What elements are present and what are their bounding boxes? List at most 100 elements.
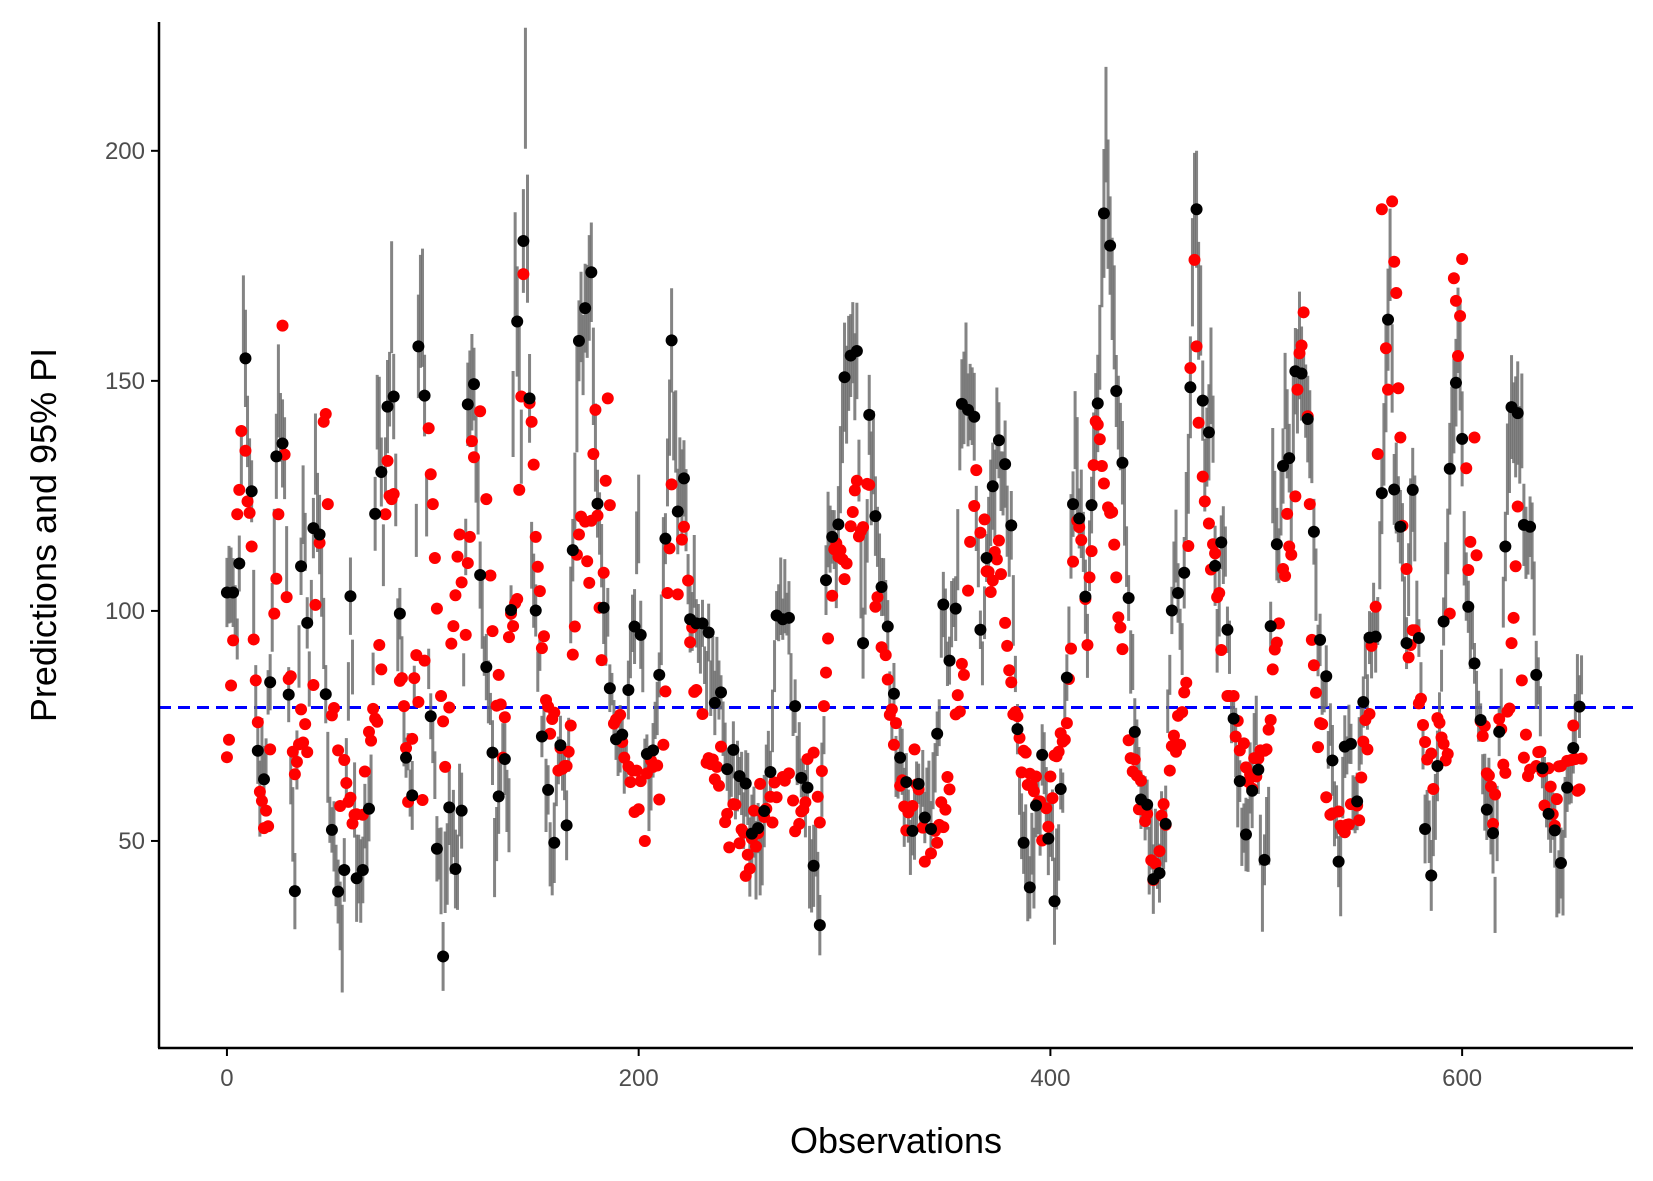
observed-point — [1262, 723, 1275, 736]
predicted-point — [362, 802, 375, 815]
predicted-point — [677, 472, 690, 485]
observed-point — [1567, 719, 1580, 732]
observed-point — [280, 591, 293, 604]
observed-point — [1279, 569, 1292, 582]
predicted-point — [511, 315, 524, 328]
observed-point — [297, 736, 310, 749]
predicted-point — [1487, 827, 1500, 840]
observed-point — [990, 553, 1003, 566]
predicted-point — [1493, 725, 1506, 738]
predicted-point — [486, 746, 499, 759]
observed-point — [1176, 706, 1189, 719]
observed-point — [395, 672, 408, 685]
observed-point — [1270, 636, 1283, 649]
predicted-point — [505, 603, 518, 616]
predicted-point — [1301, 413, 1314, 426]
observed-point — [1515, 674, 1528, 687]
observed-point — [408, 672, 421, 685]
predicted-point — [424, 710, 437, 723]
observed-point — [1425, 747, 1438, 760]
predicted-point — [1468, 657, 1481, 670]
observed-point — [1093, 433, 1106, 446]
observed-point — [1153, 845, 1166, 858]
observed-point — [1042, 820, 1055, 833]
predicted-point — [1048, 895, 1061, 908]
observed-point — [1188, 253, 1201, 266]
observed-point — [517, 268, 530, 281]
predicted-point — [523, 392, 536, 405]
observed-point — [887, 738, 900, 751]
observed-point — [964, 535, 977, 548]
observed-point — [941, 771, 954, 784]
predicted-point — [1307, 525, 1320, 538]
observed-point — [595, 654, 608, 667]
predicted-point — [1443, 462, 1456, 475]
predicted-point — [387, 390, 400, 403]
observed-point — [677, 520, 690, 533]
predicted-point — [1054, 782, 1067, 795]
observed-point — [494, 698, 507, 711]
observed-point — [1371, 448, 1384, 461]
observed-point — [968, 500, 981, 513]
predicted-point — [375, 465, 388, 478]
predicted-point — [1252, 763, 1265, 776]
observed-point — [1307, 659, 1320, 672]
observed-point — [1285, 548, 1298, 561]
observed-point — [245, 540, 258, 553]
observed-point — [1281, 507, 1294, 520]
observed-point — [906, 799, 919, 812]
observed-point — [844, 520, 857, 533]
observed-point — [1174, 738, 1187, 751]
predicted-point — [239, 352, 252, 365]
observed-point — [1369, 600, 1382, 613]
predicted-point — [968, 410, 981, 423]
predicted-point — [529, 604, 542, 617]
observed-point — [1095, 459, 1108, 472]
observed-point — [1375, 203, 1388, 216]
predicted-point — [517, 235, 530, 248]
observed-point — [568, 620, 581, 633]
predicted-point — [702, 626, 715, 639]
predicted-point — [1085, 499, 1098, 512]
observed-point — [885, 703, 898, 716]
predicted-point — [1412, 632, 1425, 645]
observed-point — [1452, 350, 1465, 363]
predicted-point — [480, 661, 493, 674]
observed-point — [591, 509, 604, 522]
observed-point — [1110, 571, 1123, 584]
observed-point — [931, 836, 944, 849]
observed-point — [1122, 734, 1135, 747]
predicted-point — [1110, 384, 1123, 397]
observed-point — [682, 574, 695, 587]
predicted-point — [1524, 520, 1537, 533]
observed-point — [321, 498, 334, 511]
observed-point — [890, 717, 902, 730]
observed-point — [782, 767, 795, 780]
predicted-point — [1480, 803, 1493, 816]
predicted-point — [264, 676, 277, 689]
predicted-point — [665, 334, 678, 347]
observed-point — [426, 498, 439, 511]
observed-point — [264, 743, 277, 756]
predicted-point — [449, 863, 462, 876]
observed-point — [416, 794, 429, 807]
observed-point — [447, 620, 460, 633]
predicted-point — [764, 765, 777, 778]
observed-point — [313, 536, 326, 549]
observed-point — [1114, 621, 1127, 634]
observed-point — [813, 816, 826, 829]
observed-point — [651, 759, 664, 772]
observed-point — [638, 834, 651, 847]
observed-point — [453, 528, 466, 541]
observed-point — [1386, 195, 1399, 208]
observed-point — [327, 701, 340, 714]
observed-point — [1011, 710, 1024, 723]
observed-point — [1511, 500, 1524, 513]
observed-point — [939, 803, 952, 816]
observed-point — [822, 632, 835, 645]
observed-point — [400, 742, 413, 755]
observed-point — [290, 755, 303, 768]
observed-point — [1303, 498, 1316, 511]
predicted-point — [863, 408, 876, 421]
observed-point — [225, 679, 238, 692]
